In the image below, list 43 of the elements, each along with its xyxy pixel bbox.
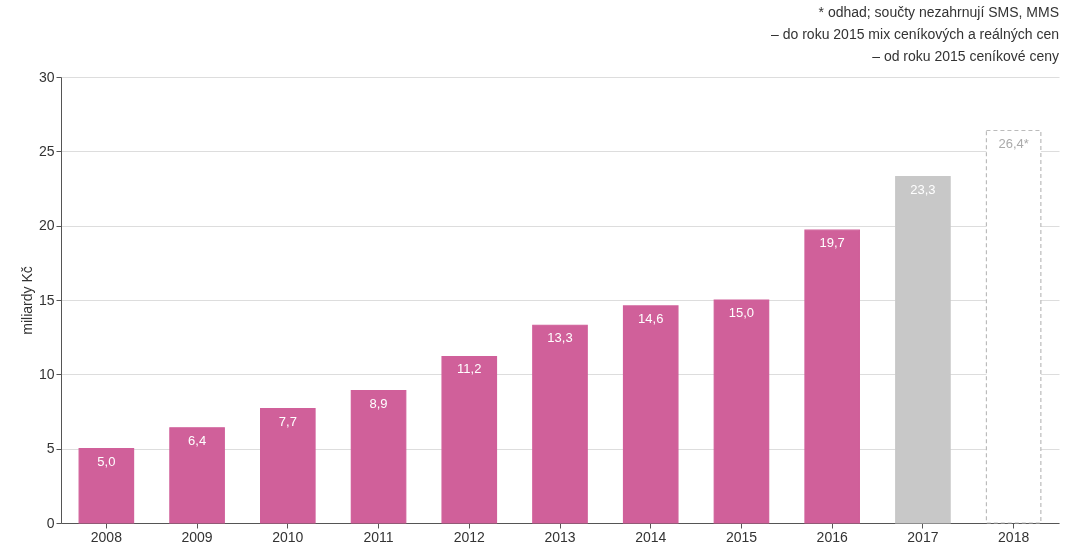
data-label: 14,6 [638,310,664,326]
bar [622,305,679,524]
y-tick-label: 15 [38,291,55,308]
y-tick-label: 0 [46,514,55,531]
bar [169,427,225,524]
x-tick-label: 2015 [725,528,758,545]
text: – od roku 2015 ceníkové ceny [872,48,1059,64]
bar [350,390,407,524]
data-label: 7,7 [278,413,297,429]
data-label: 15,0 [728,305,755,320]
x-tick-label: 2017 [907,528,939,545]
bar [260,407,316,524]
x-tick-label: 2012 [453,528,486,545]
data-label: 13,3 [547,330,573,346]
bar [713,299,770,524]
bar [985,129,1042,524]
x-tick-label: 2010 [272,528,304,545]
y-tick-label: 5 [46,440,55,457]
bar [804,229,860,524]
y-tick-label: 25 [38,142,55,159]
y-tick-label: 10 [38,365,55,382]
bar [78,448,135,524]
bar [895,176,951,524]
x-tick-label: 2008 [90,528,123,545]
data-label: 26,4* [998,135,1029,151]
data-label: 11,2 [457,361,482,377]
bar [441,355,498,524]
x-tick-label: 2009 [181,528,213,545]
x-tick-label: 2016 [816,528,848,545]
y-tick-label: 20 [38,217,55,234]
x-tick-label: 2018 [998,528,1030,545]
text: – do roku 2015 mix ceníkových a reálných cen [771,26,1059,42]
data-label: 6,4 [188,432,207,448]
x-tick-label: 2013 [544,528,576,545]
bar [532,324,588,524]
y-tick-label: 30 [38,68,55,85]
data-label: 5,0 [97,453,116,469]
x-tick-label: 2011 [363,528,394,545]
x-tick-label: 2014 [635,528,667,545]
y-axis-title: miliardy Kč [18,266,35,335]
text: * odhad; součty nezahrnují SMS, MMS [818,4,1059,20]
data-label: 19,7 [819,235,845,251]
data-label: 8,9 [369,395,388,411]
